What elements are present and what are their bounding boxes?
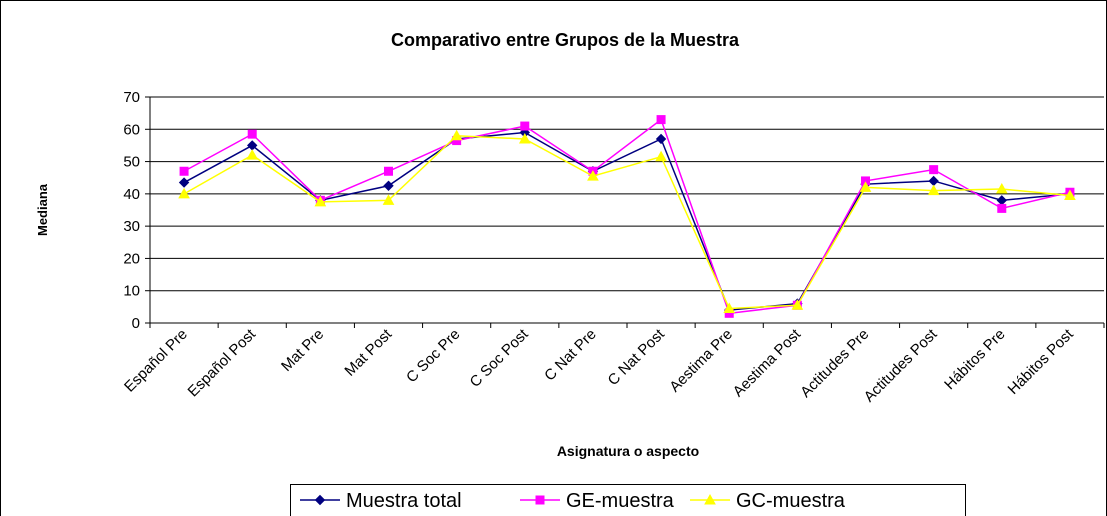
marker	[382, 194, 395, 205]
marker	[655, 133, 667, 145]
marker	[247, 129, 257, 139]
marker	[314, 494, 326, 506]
marker	[450, 129, 463, 141]
y-tick-label: 70	[123, 89, 140, 106]
y-tick-label: 30	[123, 218, 140, 235]
legend-label: GC-muestra	[736, 490, 846, 512]
y-tick-label: 10	[123, 283, 140, 300]
marker	[859, 181, 872, 192]
legend: Muestra total GE-muestra GC-muestra	[290, 484, 966, 516]
marker	[995, 182, 1008, 194]
marker	[723, 302, 736, 313]
marker	[656, 115, 666, 125]
marker	[178, 177, 190, 188]
marker	[314, 195, 327, 207]
y-tick-label: 50	[123, 154, 140, 171]
chart-title: Comparativo entre Grupos de la Muestra	[391, 30, 740, 50]
legend-label: Muestra total	[346, 490, 462, 512]
marker	[997, 203, 1007, 213]
marker	[384, 166, 393, 176]
series-line	[183, 134, 1070, 310]
marker	[929, 165, 939, 175]
legend-label: GE-muestra	[566, 490, 675, 512]
y-tick-label: 60	[123, 121, 140, 138]
y-tick-label: 20	[123, 250, 140, 267]
y-axis-title: Mediana	[35, 183, 50, 236]
marker	[520, 121, 530, 131]
marker	[587, 170, 599, 181]
marker	[178, 187, 190, 199]
marker	[535, 495, 545, 505]
series-line	[183, 118, 1071, 315]
y-tick-label: 0	[132, 315, 140, 332]
marker	[518, 132, 531, 144]
marker	[704, 493, 716, 505]
marker	[1064, 189, 1076, 200]
marker	[927, 184, 940, 196]
marker	[383, 180, 394, 191]
x-axis-title: Asignatura o aspecto	[557, 443, 699, 459]
marker	[791, 299, 804, 310]
legend-box	[290, 484, 966, 516]
marker	[179, 166, 189, 176]
y-tick-label: 40	[123, 186, 140, 203]
marker	[246, 149, 259, 160]
marker	[655, 150, 667, 162]
series-line	[183, 131, 1070, 311]
